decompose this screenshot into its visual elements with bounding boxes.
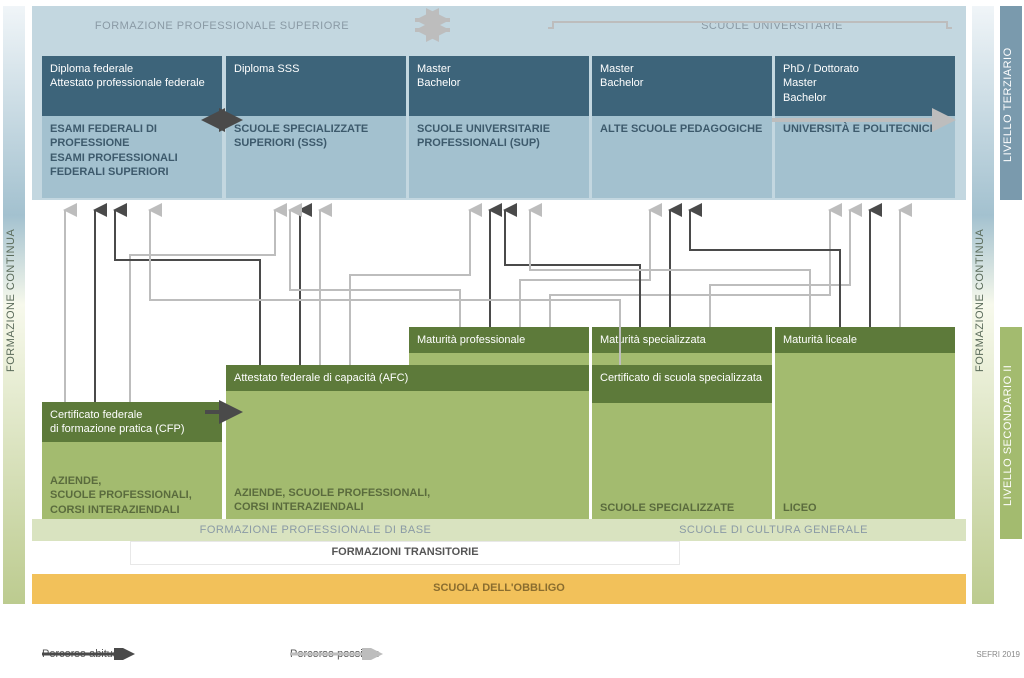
right-rail-1-label: FORMAZIONE CONTINUA	[974, 150, 986, 450]
legend-abituale-label: Percorso abituale	[42, 648, 128, 660]
tert-4-deg: PhD / Dottorato Master Bachelor	[775, 56, 955, 116]
cfp: Certificato federale di formazione prati…	[42, 402, 222, 442]
tert-0-deg: Diploma federale Attestato professionale…	[42, 56, 222, 116]
tert-1-body: SCUOLE SPECIALIZZATE SUPERIORI (SSS)	[226, 116, 406, 198]
cert-spec: Certificato di scuola specializzata	[592, 365, 772, 403]
tert-3-deg: Master Bachelor	[592, 56, 772, 116]
right-rail-secondary-label: LIVELLO SECONDARIO II	[1002, 345, 1014, 525]
maturita-prof-body	[409, 353, 589, 365]
footer-credit: SEFRI 2019	[976, 650, 1020, 659]
scuole-spec-label: SCUOLE SPECIALIZZATE	[592, 495, 772, 521]
aziende2-label: AZIENDE, SCUOLE PROFESSIONALI, CORSI INT…	[226, 480, 589, 521]
right-rail-tertiary-label: LIVELLO TERZIARIO	[1002, 30, 1014, 180]
base-cultura: SCUOLE DI CULTURA GENERALE	[592, 524, 955, 536]
header-univ: SCUOLE UNIVERSITARIE	[592, 20, 952, 32]
aziende1-label: AZIENDE, SCUOLE PROFESSIONALI, CORSI INT…	[42, 468, 222, 523]
base-prof: FORMAZIONE PROFESSIONALE DI BASE	[42, 524, 589, 536]
maturita-spec: Maturità specializzata	[592, 327, 772, 353]
obbligo-label: SCUOLA DELL'OBBLIGO	[32, 582, 966, 594]
left-rail-label: FORMAZIONE CONTINUA	[5, 150, 17, 450]
legend-possibile: Percorso possibile	[290, 648, 380, 660]
liceo-label: LICEO	[775, 495, 955, 521]
tert-1-deg: Diploma SSS	[226, 56, 406, 116]
tert-2-deg: Master Bachelor	[409, 56, 589, 116]
header-prof-sup: FORMAZIONE PROFESSIONALE SUPERIORE	[42, 20, 402, 32]
tert-0-body: ESAMI FEDERALI DI PROFESSIONE ESAMI PROF…	[42, 116, 222, 198]
maturita-spec-body	[592, 353, 772, 365]
tert-3-body: ALTE SCUOLE PEDAGOGICHE	[592, 116, 772, 198]
maturita-lic: Maturità liceale	[775, 327, 955, 353]
tert-4-body: UNIVERSITÀ E POLITECNICI	[775, 116, 955, 198]
afc: Attestato federale di capacità (AFC)	[226, 365, 589, 391]
maturita-prof: Maturità professionale	[409, 327, 589, 353]
transitorie-label: FORMAZIONI TRANSITORIE	[130, 546, 680, 558]
legend-possibile-label: Percorso possibile	[290, 648, 380, 660]
tert-2-body: SCUOLE UNIVERSITARIE PROFESSIONALI (SUP)	[409, 116, 589, 198]
legend-abituale: Percorso abituale	[42, 648, 128, 660]
